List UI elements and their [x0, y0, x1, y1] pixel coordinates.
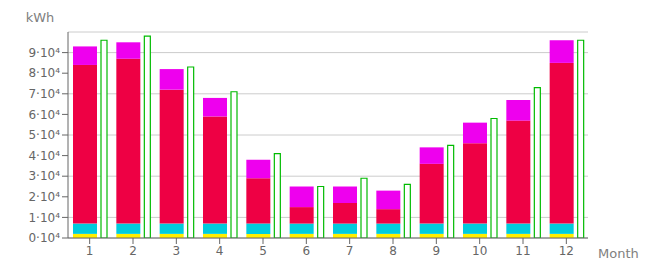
svg-text:5: 5 — [259, 244, 267, 258]
svg-text:4: 4 — [216, 244, 224, 258]
svg-text:6: 6 — [303, 244, 311, 258]
svg-text:2: 2 — [129, 244, 137, 258]
svg-text:3·10⁴: 3·10⁴ — [28, 169, 60, 183]
svg-text:4·10⁴: 4·10⁴ — [28, 149, 60, 163]
svg-text:2·10⁴: 2·10⁴ — [28, 190, 60, 204]
svg-text:0·10⁴: 0·10⁴ — [28, 231, 60, 245]
svg-text:10: 10 — [472, 244, 487, 258]
svg-text:8·10⁴: 8·10⁴ — [28, 66, 60, 80]
svg-text:1: 1 — [86, 244, 94, 258]
svg-text:8: 8 — [389, 244, 397, 258]
svg-text:6·10⁴: 6·10⁴ — [28, 108, 60, 122]
svg-text:Month: Month — [598, 246, 639, 261]
svg-text:9: 9 — [433, 244, 441, 258]
svg-text:7: 7 — [346, 244, 354, 258]
svg-text:11: 11 — [515, 244, 530, 258]
svg-text:12: 12 — [559, 244, 574, 258]
svg-text:3: 3 — [173, 244, 181, 258]
svg-text:kWh: kWh — [26, 10, 55, 25]
svg-text:1·10⁴: 1·10⁴ — [28, 211, 60, 225]
svg-text:9·10⁴: 9·10⁴ — [28, 46, 60, 60]
svg-text:7·10⁴: 7·10⁴ — [28, 87, 60, 101]
svg-text:5·10⁴: 5·10⁴ — [28, 128, 60, 142]
